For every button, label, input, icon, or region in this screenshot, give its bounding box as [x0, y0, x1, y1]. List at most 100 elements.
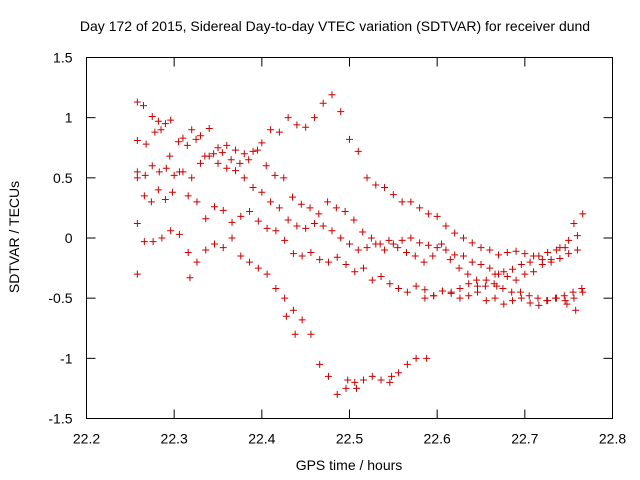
data-point [570, 294, 578, 302]
data-point [148, 162, 156, 170]
data-point [133, 220, 141, 228]
data-point [341, 208, 349, 216]
series-sat-d [133, 168, 587, 309]
data-point [556, 254, 564, 262]
y-tick-label: -1.5 [48, 411, 72, 427]
data-point [237, 252, 245, 260]
data-point [228, 218, 236, 226]
data-point [563, 300, 571, 308]
data-point [272, 285, 280, 293]
data-point [377, 376, 385, 384]
data-point [389, 240, 397, 248]
data-point [368, 372, 376, 380]
data-point [240, 150, 248, 158]
y-tick-label: 1.5 [53, 50, 73, 66]
data-point [503, 273, 511, 281]
data-point [210, 240, 218, 248]
data-point [133, 137, 141, 145]
y-tick-label: -0.5 [48, 290, 72, 306]
data-point [433, 244, 441, 252]
data-point [315, 210, 323, 218]
data-point [465, 280, 473, 288]
data-point [446, 256, 454, 264]
data-point [166, 152, 174, 160]
x-tick-label: 22.8 [599, 431, 626, 447]
data-point [297, 200, 305, 208]
data-point [192, 135, 200, 143]
data-point [377, 273, 385, 281]
data-point [573, 232, 581, 240]
data-point [293, 121, 301, 129]
data-point [151, 128, 159, 136]
data-point [184, 248, 192, 256]
data-point [140, 192, 148, 200]
data-point [447, 288, 455, 296]
data-point [246, 208, 254, 216]
y-axis-title: SDTVAR / TECUs [6, 181, 22, 293]
data-point [223, 141, 231, 149]
data-point [157, 126, 165, 134]
data-point [368, 276, 376, 284]
data-point [324, 372, 332, 380]
data-points [133, 91, 587, 398]
data-point [389, 191, 397, 199]
data-point [232, 167, 240, 175]
data-point [381, 246, 389, 254]
data-point [372, 240, 380, 248]
data-point [482, 276, 490, 284]
data-point [354, 246, 362, 254]
data-point [468, 258, 476, 266]
data-point [416, 239, 424, 247]
data-point [359, 228, 367, 236]
series-sat-a [133, 91, 581, 266]
data-point [430, 292, 438, 300]
data-point [262, 162, 270, 170]
data-point [353, 384, 361, 392]
data-point [186, 274, 194, 282]
data-point [372, 181, 380, 189]
data-point [332, 204, 340, 212]
data-point [263, 224, 271, 232]
data-point [289, 306, 297, 314]
data-point [572, 306, 580, 314]
data-point [133, 98, 141, 106]
data-point [407, 234, 415, 242]
data-point [263, 270, 271, 278]
data-point [351, 378, 359, 386]
data-point [133, 174, 141, 182]
data-point [214, 144, 222, 152]
data-point [275, 128, 283, 136]
data-point [525, 292, 533, 300]
data-point [579, 210, 587, 218]
data-point [459, 252, 467, 260]
data-point [509, 297, 517, 305]
data-point [411, 252, 419, 260]
data-point [412, 354, 420, 362]
data-point [319, 99, 327, 107]
data-point [385, 236, 393, 244]
data-point [481, 282, 489, 290]
data-point [402, 248, 410, 256]
data-point [139, 102, 147, 110]
data-point [573, 246, 581, 254]
data-point [465, 292, 473, 300]
data-point [193, 258, 201, 266]
data-point [394, 244, 402, 252]
data-point [433, 212, 441, 220]
data-point [175, 168, 183, 176]
data-point [509, 265, 517, 273]
data-point [298, 252, 306, 260]
data-point [282, 312, 290, 320]
data-point [521, 250, 529, 258]
data-point [249, 147, 257, 155]
data-point [468, 239, 476, 247]
data-point [354, 147, 362, 155]
data-point [342, 384, 350, 392]
y-axis: -1.5 -1 -0.5 0 0.5 1 1.5 [48, 50, 613, 427]
data-point [499, 285, 507, 293]
data-point [350, 216, 358, 224]
data-point [491, 270, 499, 278]
x-tick-label: 22.7 [511, 431, 538, 447]
data-point [403, 288, 411, 296]
